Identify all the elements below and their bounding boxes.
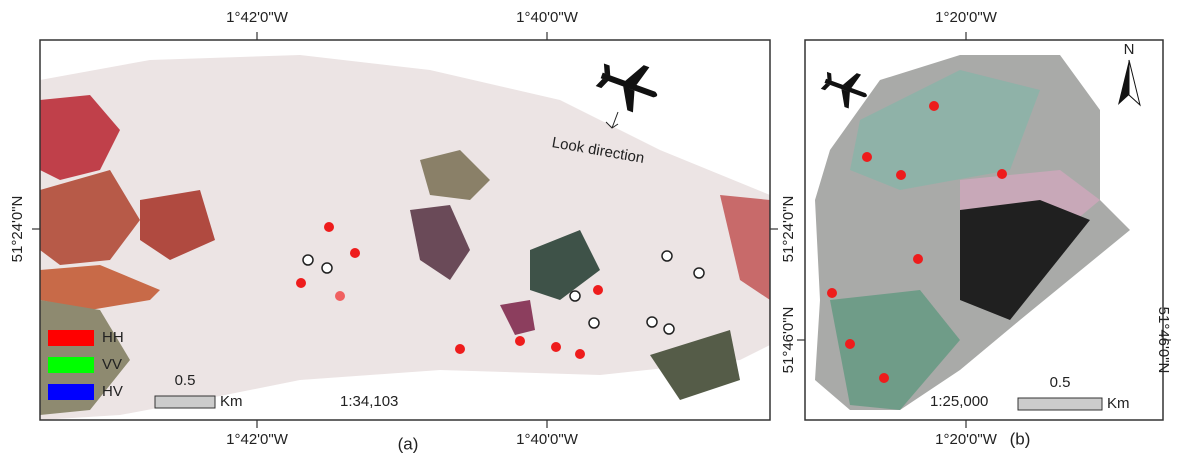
site-marker (455, 344, 465, 354)
map-ratio: 1:34,103 (340, 393, 398, 410)
scale-value: 0.5 (1050, 374, 1071, 391)
site-marker (662, 251, 672, 261)
site-marker (575, 349, 585, 359)
legend-swatch (48, 384, 94, 400)
site-marker (593, 285, 603, 295)
lon-label: 1°40'0"W (516, 431, 579, 448)
site-marker (997, 169, 1007, 179)
lon-label: 1°20'0"W (935, 9, 998, 26)
scale-value: 0.5 (175, 372, 196, 389)
site-marker (929, 101, 939, 111)
scale-unit: Km (220, 393, 243, 410)
site-marker (303, 255, 313, 265)
lon-label: 1°42'0"W (226, 9, 289, 26)
site-marker (322, 263, 332, 273)
panel-b-image (815, 55, 1130, 410)
site-marker (350, 248, 360, 258)
lon-label: 1°20'0"W (935, 431, 998, 448)
legend-label: HV (102, 383, 123, 400)
north-label: N (1124, 41, 1135, 58)
site-marker (589, 318, 599, 328)
site-marker (664, 324, 674, 334)
scale-bar (1018, 398, 1102, 410)
north-arrow (1118, 60, 1129, 105)
site-marker (913, 254, 923, 264)
site-marker (694, 268, 704, 278)
site-marker (862, 152, 872, 162)
site-marker (647, 317, 657, 327)
figure: 1°42'0"W 1°40'0"W 1°42'0"W 1°40'0"W 51°2… (0, 0, 1177, 460)
legend-swatch (48, 357, 94, 373)
lat-label: 51°46'0"N (780, 307, 797, 374)
site-marker (827, 288, 837, 298)
airplane-icon (592, 52, 666, 118)
site-marker (896, 170, 906, 180)
north-arrow (1129, 60, 1140, 105)
site-marker (515, 336, 525, 346)
legend-label: VV (102, 356, 122, 373)
legend-swatch (48, 330, 94, 346)
lon-label: 1°42'0"W (226, 431, 289, 448)
site-marker (296, 278, 306, 288)
site-marker (879, 373, 889, 383)
lat-label: 51°46'0"N (1155, 307, 1172, 374)
lat-label: 51°24'0"N (780, 196, 797, 263)
legend-label: HH (102, 329, 124, 346)
scale-unit: Km (1107, 395, 1130, 412)
airplane (592, 52, 666, 118)
lon-label: 1°40'0"W (516, 9, 579, 26)
caption: (b) (1010, 429, 1031, 448)
scale-bar (155, 396, 215, 408)
site-marker (335, 291, 345, 301)
map-ratio: 1:25,000 (930, 393, 988, 410)
lat-label: 51°24'0"N (9, 196, 26, 263)
site-marker (845, 339, 855, 349)
site-marker (570, 291, 580, 301)
panel-a-image (40, 55, 770, 420)
site-marker (324, 222, 334, 232)
site-marker (551, 342, 561, 352)
caption: (a) (398, 434, 419, 453)
